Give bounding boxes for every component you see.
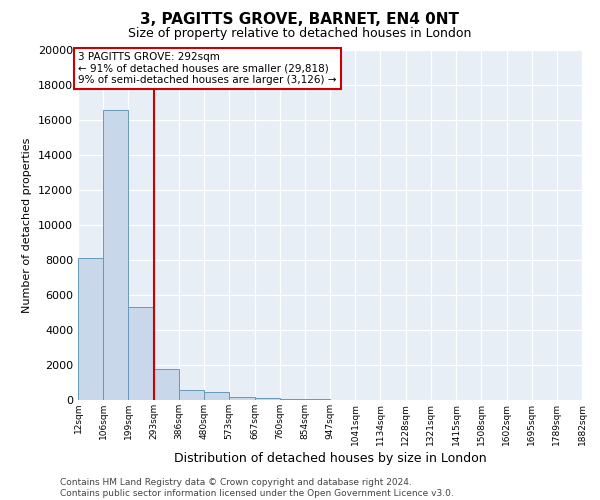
- Bar: [254, 398, 280, 400]
- Text: 3 PAGITTS GROVE: 292sqm
← 91% of detached houses are smaller (29,818)
9% of semi: 3 PAGITTS GROVE: 292sqm ← 91% of detache…: [78, 52, 337, 85]
- Bar: [179, 390, 204, 400]
- Y-axis label: Number of detached properties: Number of detached properties: [22, 138, 32, 312]
- Bar: [103, 110, 128, 400]
- Text: 3, PAGITTS GROVE, BARNET, EN4 0NT: 3, PAGITTS GROVE, BARNET, EN4 0NT: [140, 12, 460, 28]
- Bar: [229, 396, 254, 400]
- Bar: [128, 307, 154, 400]
- Bar: [154, 370, 179, 400]
- Bar: [204, 392, 229, 400]
- Bar: [78, 258, 103, 400]
- Text: Contains HM Land Registry data © Crown copyright and database right 2024.
Contai: Contains HM Land Registry data © Crown c…: [60, 478, 454, 498]
- X-axis label: Distribution of detached houses by size in London: Distribution of detached houses by size …: [173, 452, 487, 465]
- Text: Size of property relative to detached houses in London: Size of property relative to detached ho…: [128, 28, 472, 40]
- Bar: [280, 398, 305, 400]
